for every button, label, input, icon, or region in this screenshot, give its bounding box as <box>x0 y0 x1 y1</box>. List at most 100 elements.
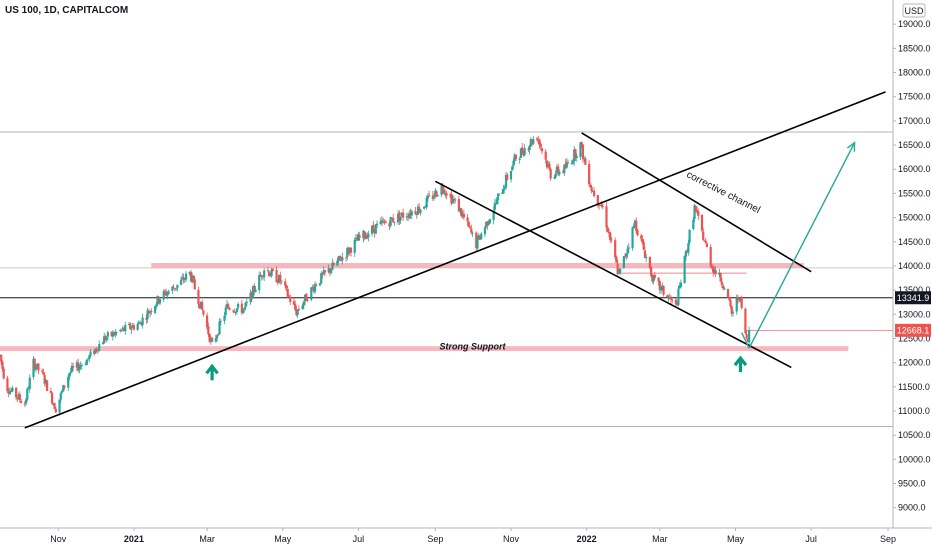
candle-up <box>36 363 39 368</box>
trendlines-layer <box>24 91 886 429</box>
candle-down <box>435 191 438 197</box>
candle-up <box>357 234 360 241</box>
y-tick-label: 17000.0 <box>898 116 931 126</box>
y-axis-ticks: 9000.0 9500.0 10000.0 10500.0 11000.0 11500.0… <box>893 19 931 513</box>
candle-down <box>521 147 524 153</box>
reference-price-tag-text: 13341.9 <box>897 293 930 303</box>
candle-up <box>67 376 70 388</box>
candle-down <box>297 308 301 310</box>
y-tick-label: 9000.0 <box>898 503 926 513</box>
candle-up <box>44 379 47 384</box>
candle-up <box>511 166 514 171</box>
candle-up <box>11 387 14 392</box>
candle-up <box>52 403 55 405</box>
candle-up <box>302 301 305 306</box>
candle-up <box>24 399 28 404</box>
candle-down <box>409 212 412 216</box>
candle-up <box>263 270 266 277</box>
candle-up <box>661 286 664 288</box>
candle-up <box>141 317 144 326</box>
candle-down <box>745 334 748 339</box>
candle-up <box>436 195 439 197</box>
candle-up <box>444 193 447 194</box>
candle-up <box>471 232 474 234</box>
candle-down <box>289 297 292 302</box>
candle-up <box>235 308 238 313</box>
candle-up <box>89 351 92 356</box>
candle-down <box>549 169 552 179</box>
candle-up <box>301 305 304 310</box>
candle-up <box>440 185 443 195</box>
candle-down <box>635 221 638 232</box>
candle-down <box>339 259 343 261</box>
candle-down <box>37 363 40 371</box>
candle-up <box>139 322 142 324</box>
x-tick-label: 2022 <box>577 534 597 544</box>
candle-down <box>6 378 9 392</box>
candle-down <box>266 270 269 272</box>
candle-up <box>558 171 561 175</box>
candle-up <box>78 366 81 371</box>
candle-down <box>714 269 717 275</box>
candle-down <box>705 243 709 248</box>
candle-up <box>191 275 194 283</box>
candle-up <box>105 337 108 340</box>
candle-up <box>156 295 159 305</box>
x-tick-label: Mar <box>199 534 215 544</box>
candle-down <box>700 215 704 231</box>
candle-up <box>554 173 557 178</box>
candle-up <box>626 248 629 254</box>
candle-up <box>181 277 184 279</box>
candle-up <box>146 310 149 320</box>
candle-up <box>625 253 628 257</box>
candle-down <box>697 211 700 216</box>
x-tick-label: 2021 <box>124 534 144 544</box>
candle-up <box>341 257 344 261</box>
candle-down <box>460 208 463 217</box>
candle-down <box>470 228 473 233</box>
candle-down <box>328 268 332 273</box>
candle-up <box>723 288 726 290</box>
candle-up <box>731 312 735 314</box>
candle-down <box>54 408 57 413</box>
candle-down <box>406 215 410 218</box>
candle-up <box>176 284 179 289</box>
up-arrow-head <box>733 355 748 367</box>
candle-down <box>163 290 167 293</box>
y-tick-label: 19000.0 <box>898 19 931 29</box>
candle-down <box>275 269 278 283</box>
candle-up <box>451 199 454 203</box>
candle-up <box>330 269 333 274</box>
reference-price-tag <box>895 291 931 305</box>
candle-up <box>148 311 152 314</box>
candle-down <box>643 250 647 258</box>
candle-down <box>588 163 591 185</box>
candle-down <box>449 194 452 196</box>
candle-up <box>495 203 498 205</box>
candle-down <box>599 205 602 206</box>
candle-down <box>636 230 639 236</box>
candle-down <box>475 232 478 249</box>
currency-badge[interactable]: USD <box>902 3 926 18</box>
candle-up <box>251 286 255 299</box>
candle-up <box>410 211 413 216</box>
candle-up <box>225 304 229 309</box>
candle-up <box>419 209 422 213</box>
candles-layer <box>0 135 751 416</box>
candle-down <box>233 311 236 313</box>
candle-up <box>547 164 550 167</box>
resistance-zone <box>151 263 804 268</box>
candle-down <box>486 221 489 226</box>
candle-up <box>86 358 90 360</box>
candle-down <box>150 311 153 313</box>
y-tick-label: 9500.0 <box>898 479 926 489</box>
projection-arrow-head <box>846 141 856 152</box>
candle-down <box>287 295 291 297</box>
candle-down <box>710 266 714 268</box>
x-tick-label: May <box>274 534 292 544</box>
candle-down <box>306 300 309 301</box>
candle-down <box>23 403 26 405</box>
y-tick-label: 15000.0 <box>898 213 931 223</box>
candle-down <box>63 385 66 388</box>
